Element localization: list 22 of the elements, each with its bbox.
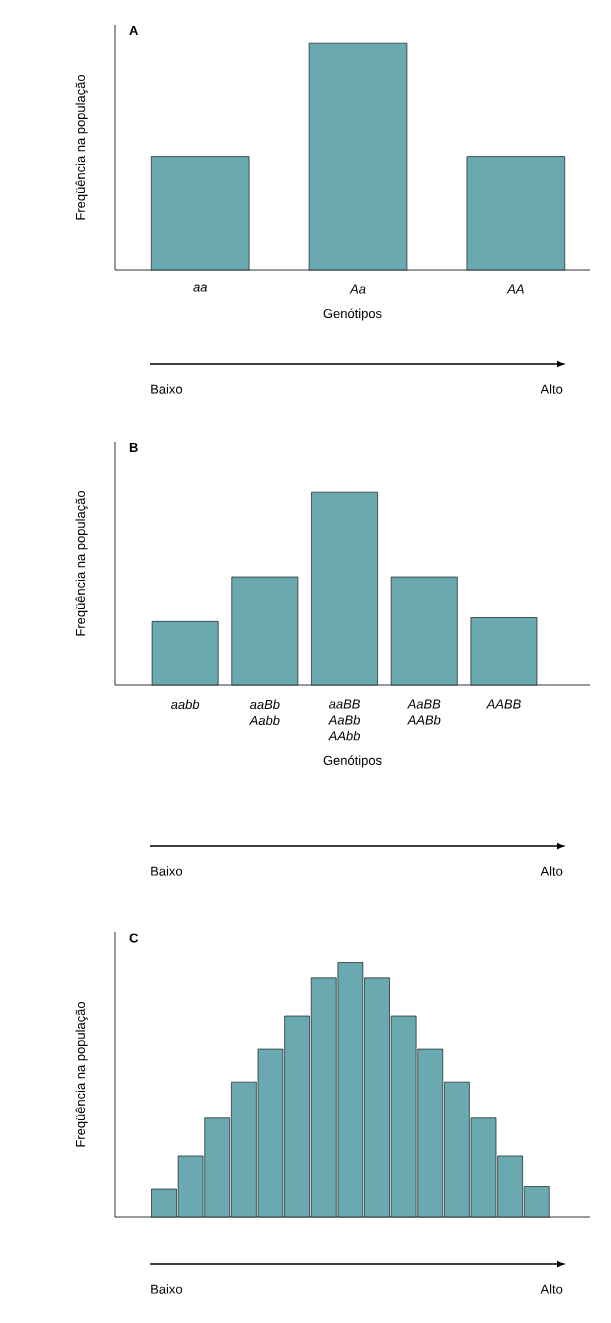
x-tick-label: AA — [506, 284, 524, 294]
text: Baixo — [151, 866, 183, 876]
x-axis-title: Genótipos — [323, 755, 382, 768]
x-tick-label: aaBB AaBb AAbb — [328, 699, 360, 741]
text: Baixo — [151, 1284, 183, 1294]
text: Baixo — [151, 384, 183, 394]
y-axis-title: Freqüência na população — [75, 75, 88, 220]
y-axis-title: Freqüência na população — [75, 1002, 88, 1147]
chart-title: B — [129, 442, 138, 452]
x-axis-title: Genótipos — [323, 308, 382, 321]
y-axis-title: Freqüência na população — [75, 491, 88, 636]
text: Alto — [540, 1284, 563, 1294]
x-tick-label: aa — [193, 284, 207, 292]
x-tick-label: aabb — [171, 699, 200, 710]
text: Alto — [540, 384, 563, 394]
text: Alto — [540, 866, 563, 876]
chart-title: A — [129, 25, 139, 35]
x-tick-label: Aa — [349, 284, 366, 294]
x-tick-label: AaBB AABb — [407, 699, 441, 725]
x-tick-label: AABB — [486, 699, 521, 709]
x-tick-label: aaBb Aabb — [249, 699, 280, 725]
chart-title: C — [129, 933, 139, 943]
